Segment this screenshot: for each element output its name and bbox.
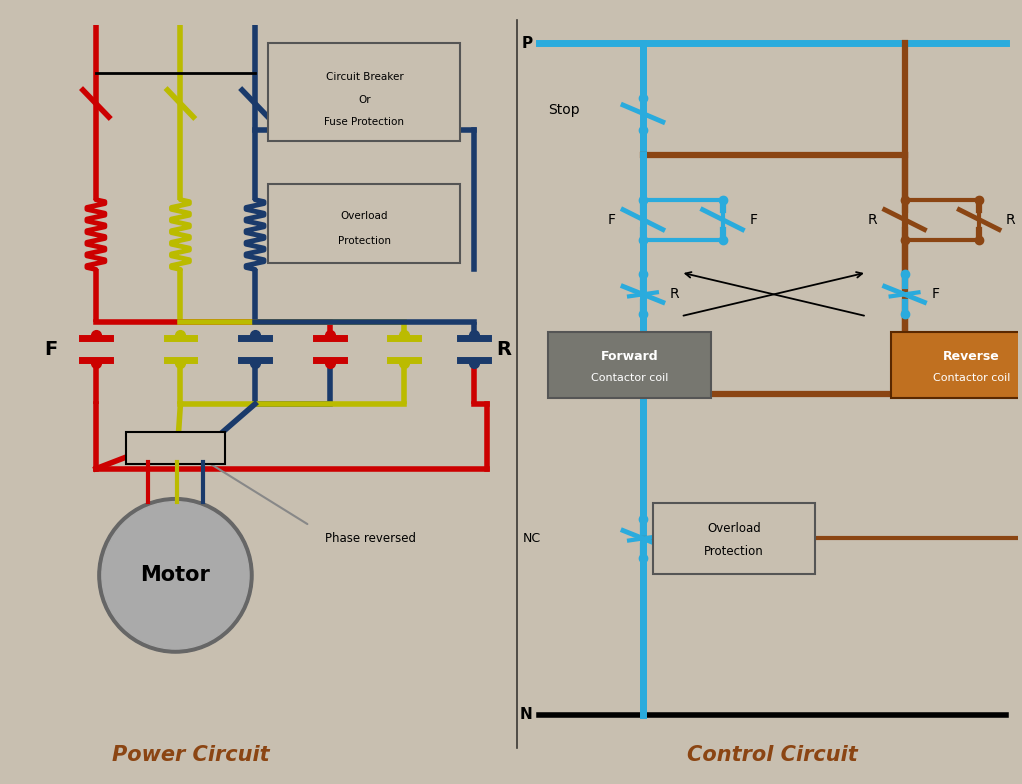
- Text: Power Circuit: Power Circuit: [111, 745, 269, 764]
- Text: Forward: Forward: [601, 350, 658, 363]
- Text: Overload: Overload: [707, 522, 760, 535]
- Text: F: F: [749, 212, 757, 227]
- Text: Contactor coil: Contactor coil: [933, 373, 1011, 383]
- Text: Protection: Protection: [338, 235, 391, 245]
- Text: P: P: [521, 36, 532, 51]
- FancyBboxPatch shape: [268, 183, 460, 263]
- Text: R: R: [868, 212, 878, 227]
- Text: Phase reversed: Phase reversed: [325, 532, 416, 545]
- Text: R: R: [497, 339, 511, 358]
- Circle shape: [98, 498, 253, 653]
- Text: Overload: Overload: [340, 211, 388, 220]
- Text: F: F: [931, 288, 939, 301]
- Text: Protection: Protection: [704, 545, 763, 558]
- Text: Circuit Breaker: Circuit Breaker: [326, 72, 404, 82]
- Text: Contactor coil: Contactor coil: [591, 373, 668, 383]
- Text: NC: NC: [522, 532, 541, 545]
- Text: Control Circuit: Control Circuit: [687, 745, 857, 764]
- Text: R: R: [1006, 212, 1016, 227]
- Text: Fuse Protection: Fuse Protection: [324, 117, 405, 127]
- Text: Motor: Motor: [140, 565, 211, 586]
- FancyBboxPatch shape: [653, 503, 815, 575]
- FancyBboxPatch shape: [890, 332, 1022, 398]
- Text: Stop: Stop: [549, 103, 580, 117]
- Text: F: F: [608, 212, 616, 227]
- Text: N: N: [520, 707, 532, 722]
- FancyBboxPatch shape: [126, 432, 225, 464]
- FancyBboxPatch shape: [268, 43, 460, 141]
- FancyBboxPatch shape: [549, 332, 710, 398]
- Text: R: R: [669, 288, 680, 301]
- Text: Or: Or: [358, 95, 371, 105]
- Text: F: F: [45, 339, 58, 358]
- Text: Reverse: Reverse: [943, 350, 1001, 363]
- Circle shape: [102, 502, 249, 649]
